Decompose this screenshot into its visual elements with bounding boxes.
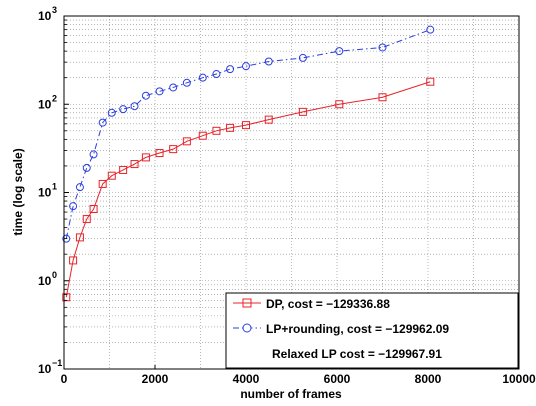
data-point-square	[119, 165, 128, 174]
legend-annotation: Relaxed LP cost = −129967.91	[272, 347, 442, 361]
data-point-circle	[130, 102, 139, 111]
data-point-circle	[242, 62, 250, 71]
data-point-circle	[226, 65, 235, 74]
y-tick-exponent: −1	[52, 358, 62, 368]
y-tick-exponent: 1	[52, 182, 57, 192]
data-point-square	[264, 115, 273, 124]
legend-label-dp: DP, cost = −129336.88	[266, 297, 390, 311]
data-point-square	[141, 153, 150, 162]
data-point-square	[69, 256, 78, 265]
data-point-square	[169, 145, 178, 154]
data-point-square	[198, 131, 207, 140]
y-axis-label: time (log scale)	[11, 148, 25, 235]
x-tick-label: 0	[61, 372, 68, 386]
data-point-circle	[69, 202, 78, 211]
data-point-square	[155, 149, 164, 158]
y-tick-label: 10	[38, 9, 52, 23]
data-point-circle	[141, 91, 150, 100]
legend-label-lp: LP+rounding, cost = −129962.09	[266, 322, 449, 336]
data-point-circle	[82, 163, 91, 172]
data-point-circle	[89, 150, 98, 159]
data-point-square	[89, 205, 98, 214]
data-point-circle	[182, 78, 191, 87]
data-point-square	[298, 107, 307, 116]
x-tick-label: 10000	[502, 372, 536, 386]
y-tick-label: 10	[38, 274, 52, 288]
series-line	[65, 81, 431, 298]
y-tick-exponent: 3	[52, 5, 57, 15]
data-point-square	[107, 171, 116, 180]
data-point-square	[182, 137, 191, 146]
y-tick-exponent: 0	[52, 270, 57, 280]
data-point-square	[212, 126, 221, 135]
data-point-circle	[119, 105, 128, 114]
data-point-square	[98, 179, 107, 188]
data-point-circle	[198, 73, 207, 82]
y-tick-label: 10	[38, 362, 52, 376]
data-point-circle	[378, 43, 387, 52]
data-point-circle	[335, 47, 344, 56]
data-point-circle	[264, 57, 273, 66]
data-point-circle	[155, 87, 164, 96]
data-point-circle	[75, 183, 84, 192]
y-tick-label: 10	[38, 97, 52, 111]
x-tick-label: 6000	[324, 372, 351, 386]
data-point-square	[242, 121, 250, 130]
x-tick-label: 4000	[233, 372, 260, 386]
data-point-square	[75, 233, 84, 242]
data-point-circle	[426, 25, 435, 34]
series-layer	[62, 25, 435, 302]
y-tick-label: 10	[38, 186, 52, 200]
data-point-circle	[212, 70, 221, 79]
data-point-square	[378, 93, 387, 102]
data-point-circle	[107, 108, 116, 117]
series-dp	[62, 77, 435, 302]
series-line	[65, 29, 431, 239]
data-point-circle	[98, 118, 107, 127]
data-point-square	[335, 100, 344, 109]
data-point-square	[226, 123, 235, 132]
x-axis-label: number of frames	[240, 387, 342, 401]
data-point-square	[426, 77, 435, 86]
data-point-circle	[169, 83, 178, 92]
data-point-square	[82, 215, 91, 224]
data-point-square	[130, 160, 139, 169]
y-tick-exponent: 2	[52, 93, 57, 103]
legend-marker-lp	[242, 323, 252, 333]
x-tick-label: 2000	[142, 372, 169, 386]
data-point-circle	[298, 53, 307, 62]
data-point-circle	[62, 234, 71, 243]
data-point-square	[62, 293, 71, 302]
series-lp-rounding	[62, 25, 435, 243]
legend: DP, cost = −129336.88 LP+rounding, cost …	[225, 292, 519, 369]
legend-marker-dp	[242, 298, 252, 308]
x-tick-label: 8000	[415, 372, 442, 386]
legend-box	[225, 292, 519, 369]
